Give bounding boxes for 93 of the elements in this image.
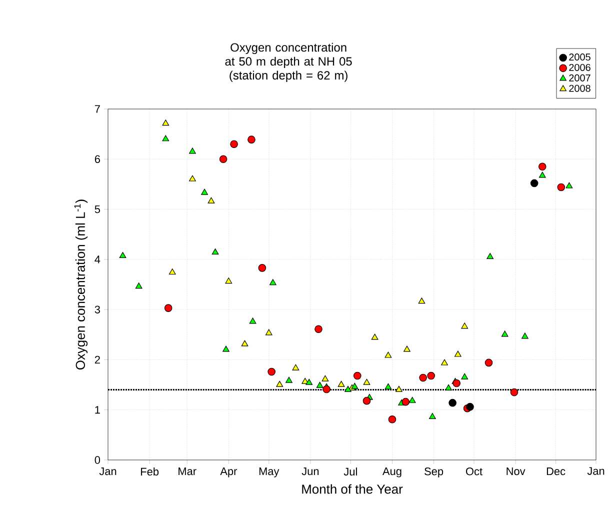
point: [162, 120, 170, 126]
point: [265, 329, 272, 336]
point: [241, 340, 248, 346]
point: [362, 396, 371, 405]
point: [249, 318, 256, 324]
point: [384, 352, 392, 358]
point: [388, 415, 396, 424]
point: [230, 140, 238, 148]
x-tick-label: Mar: [178, 468, 196, 476]
point: [189, 175, 196, 182]
point: [201, 188, 208, 195]
point: [353, 372, 362, 380]
point: [466, 402, 474, 411]
point: [189, 148, 196, 154]
point: [322, 375, 329, 382]
point: [119, 252, 126, 258]
y-axis-title: Oxygen concentration (ml L$^{-1}$): [74, 200, 88, 370]
point: [429, 412, 436, 419]
point: [419, 374, 427, 382]
point: [351, 382, 358, 389]
point: [445, 384, 452, 390]
point: [363, 378, 370, 385]
point: [486, 253, 494, 260]
point: [292, 364, 300, 370]
point: [164, 304, 172, 312]
point: [222, 346, 230, 352]
legend-label: 2008: [569, 84, 590, 92]
point: [427, 372, 436, 380]
x-tick-label: Feb: [141, 468, 159, 476]
point: [162, 135, 170, 142]
point: [208, 197, 215, 204]
point: [286, 376, 292, 383]
legend-label: 2006: [569, 64, 590, 71]
x-tick-label: Jul: [344, 468, 357, 476]
point: [135, 282, 142, 289]
point: [538, 162, 546, 171]
point: [530, 179, 538, 188]
x-tick-label: Aug: [382, 468, 402, 478]
y-tick-label: 5: [94, 205, 100, 214]
x-tick-label: Dec: [546, 468, 566, 476]
point: [418, 298, 426, 304]
x-axis-title: Month of the Year: [302, 484, 403, 494]
legend-label: 2005: [569, 54, 590, 61]
point: [408, 396, 416, 403]
point: [225, 278, 232, 284]
y-tick-label: 0: [94, 456, 100, 464]
x-tick-label: Sep: [424, 468, 444, 478]
point: [338, 380, 345, 387]
point: [557, 183, 566, 192]
chart-title: Oxygen concentration at 50 m depth at NH 05 (station depth = 62 m): [225, 42, 352, 82]
point: [448, 398, 456, 407]
point: [522, 332, 528, 339]
point: [402, 398, 410, 406]
point: [484, 358, 493, 367]
point: [322, 385, 330, 394]
point: [268, 368, 276, 376]
y-tick-label: 1: [95, 406, 100, 414]
point: [396, 386, 402, 392]
point: [248, 136, 256, 144]
x-tick-label: Nov: [506, 468, 526, 476]
point: [269, 279, 276, 286]
legend-label: 2007: [569, 74, 590, 82]
point: [454, 350, 462, 357]
point: [371, 334, 378, 340]
point: [219, 155, 228, 164]
point: [306, 378, 313, 385]
point: [314, 325, 322, 334]
point: [276, 380, 284, 387]
point: [566, 182, 573, 188]
x-tick-label: Jun: [302, 468, 319, 476]
y-tick-label: 6: [94, 155, 100, 164]
x-tick-label: Jan: [99, 468, 116, 476]
y-tick-label: 4: [94, 256, 100, 264]
point: [316, 382, 324, 388]
point: [441, 359, 448, 366]
point: [258, 264, 266, 272]
point: [168, 268, 176, 275]
x-tick-label: Oct: [466, 468, 482, 476]
point: [510, 388, 518, 396]
point: [461, 322, 468, 329]
point: [212, 248, 219, 254]
y-tick-label: 7: [94, 105, 100, 113]
point: [344, 386, 352, 392]
x-tick-label: May: [259, 468, 280, 478]
point: [501, 330, 508, 337]
point: [538, 172, 546, 178]
point: [384, 383, 392, 390]
x-tick-label: Apr: [220, 468, 238, 478]
point: [461, 373, 468, 380]
y-tick-label: 2: [94, 356, 100, 364]
y-tick-label: 3: [94, 306, 100, 314]
point: [404, 346, 410, 352]
point: [452, 379, 460, 388]
